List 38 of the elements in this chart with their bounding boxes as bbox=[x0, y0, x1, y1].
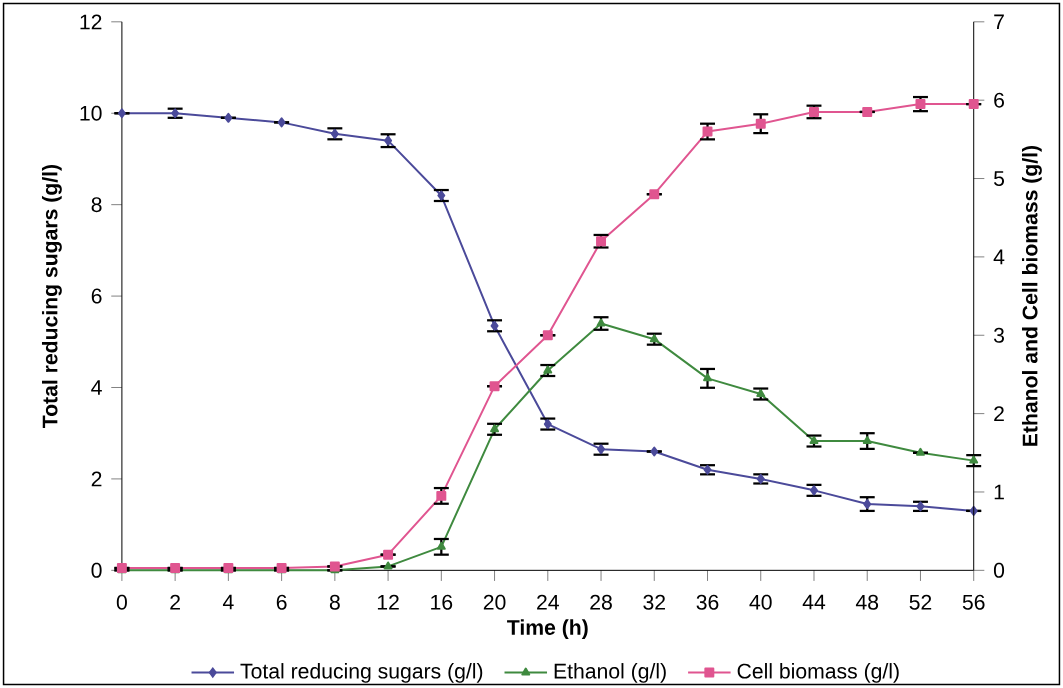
y2-axis-title: Ethanol and Cell biomass (g/l) bbox=[1022, 146, 1042, 446]
x-tick-label: 24 bbox=[537, 594, 559, 610]
y2-tick-label: 2 bbox=[994, 406, 1004, 422]
x-tick-label: 8 bbox=[329, 594, 340, 610]
y-tick-label: 12 bbox=[80, 14, 102, 30]
y-tick-label: 0 bbox=[91, 562, 102, 578]
x-tick-label: 32 bbox=[643, 594, 665, 610]
y-tick-label: 2 bbox=[91, 471, 102, 487]
x-tick-label: 56 bbox=[962, 594, 985, 610]
x-tick-label: 0 bbox=[116, 594, 127, 610]
y2-tick-label: 1 bbox=[994, 484, 1004, 500]
x-tick-label: 36 bbox=[696, 594, 719, 610]
y2-tick-label: 6 bbox=[994, 92, 1004, 108]
x-tick-label: 20 bbox=[483, 594, 506, 610]
y-tick-label: 6 bbox=[91, 288, 102, 304]
x-tick-label: 52 bbox=[909, 594, 932, 610]
legend-label: Ethanol (g/l) bbox=[554, 663, 666, 683]
x-axis-title: Time (h) bbox=[507, 619, 588, 640]
y-axis-title: Total reducing sugars (g/l) bbox=[41, 165, 62, 428]
y-tick-label: 4 bbox=[91, 380, 102, 395]
y-tick-label: 10 bbox=[80, 105, 102, 121]
x-tick-label: 16 bbox=[431, 594, 453, 610]
x-tick-label: 28 bbox=[590, 594, 612, 610]
legend-label: Total reducing sugars (g/l) bbox=[240, 663, 483, 683]
x-tick-label: 6 bbox=[276, 594, 287, 610]
y2-tick-label: 4 bbox=[993, 249, 1005, 265]
x-tick-label: 12 bbox=[377, 594, 399, 610]
x-tick-label: 4 bbox=[222, 594, 234, 610]
y2-tick-label: 3 bbox=[993, 327, 1004, 343]
y2-tick-label: 0 bbox=[993, 562, 1005, 578]
x-tick-label: 2 bbox=[170, 594, 180, 610]
x-tick-label: 44 bbox=[802, 594, 826, 610]
y2-tick-label: 5 bbox=[994, 171, 1005, 186]
legend-label: Cell biomass (g/l) bbox=[737, 663, 899, 683]
y2-tick-label: 7 bbox=[994, 14, 1004, 30]
x-tick-label: 48 bbox=[855, 594, 879, 610]
x-tick-label: 40 bbox=[749, 594, 772, 610]
y-tick-label: 8 bbox=[91, 197, 102, 213]
